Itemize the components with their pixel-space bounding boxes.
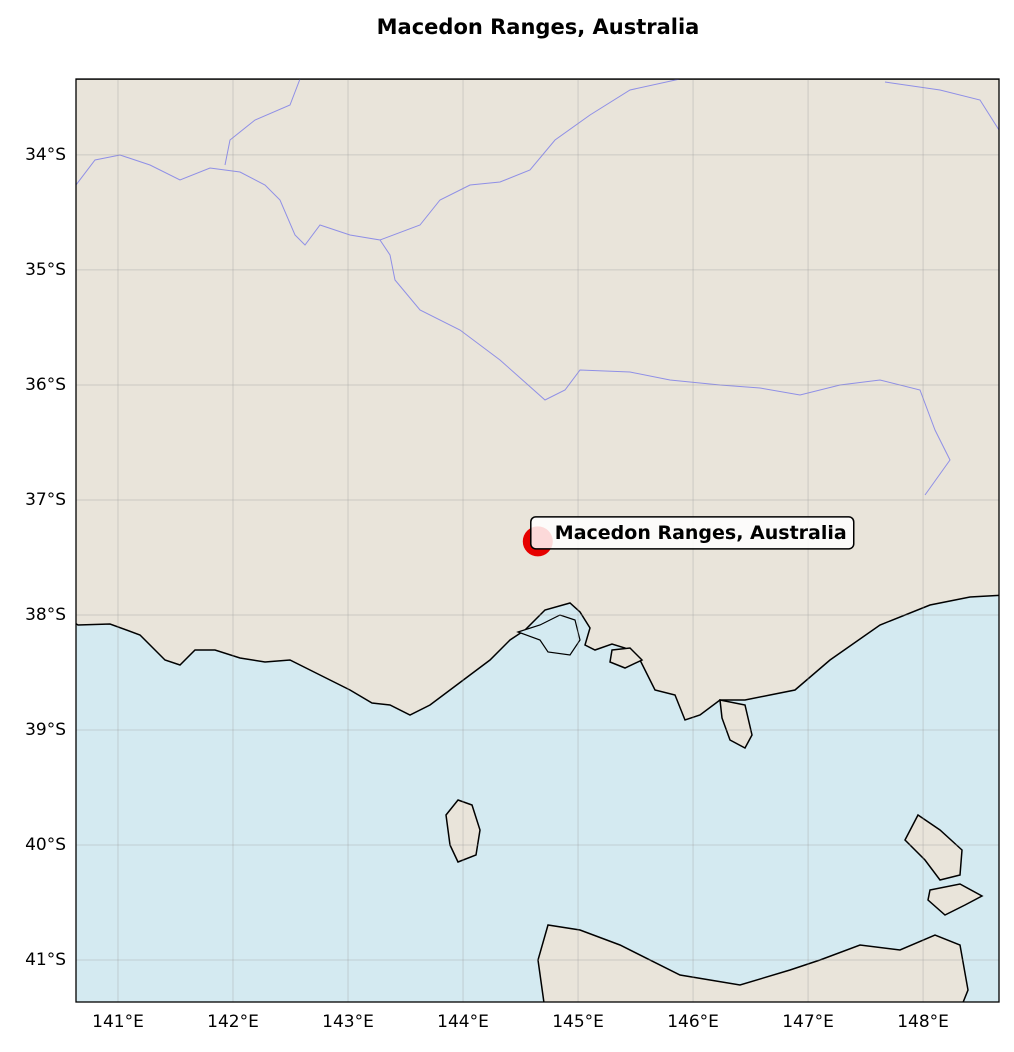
y-tick-label: 36°S <box>25 375 66 395</box>
map-title: Macedon Ranges, Australia <box>377 15 700 39</box>
x-tick-label: 143°E <box>322 1012 374 1032</box>
cape-barren-island <box>927 883 984 916</box>
label-box <box>530 516 855 550</box>
mainland <box>76 79 999 721</box>
x-tick-label: 145°E <box>552 1012 604 1032</box>
river <box>76 154 951 496</box>
x-tick-label: 141°E <box>92 1012 144 1032</box>
x-tick-label: 142°E <box>207 1012 259 1032</box>
y-tick-label: 38°S <box>25 605 66 625</box>
island <box>609 647 644 669</box>
y-tick-label: 40°S <box>25 835 66 855</box>
x-tick-label: 147°E <box>782 1012 834 1032</box>
y-tick-label: 41°S <box>25 950 66 970</box>
y-tick-label: 37°S <box>25 490 66 510</box>
x-tick-label: 146°E <box>667 1012 719 1032</box>
flinders-island <box>904 813 963 881</box>
river <box>884 81 999 131</box>
king-island <box>445 799 481 863</box>
y-tick-label: 34°S <box>25 145 66 165</box>
bay <box>516 614 581 656</box>
location-label: Macedon Ranges, Australia <box>555 522 847 544</box>
x-tick-label: 148°E <box>897 1012 949 1032</box>
frame <box>75 78 1000 1003</box>
river <box>224 79 301 166</box>
river <box>379 79 681 241</box>
tasmania <box>537 924 969 1002</box>
x-tick-label: 144°E <box>437 1012 489 1032</box>
y-tick-label: 35°S <box>25 260 66 280</box>
y-tick-label: 39°S <box>25 720 66 740</box>
peninsula <box>719 699 753 750</box>
